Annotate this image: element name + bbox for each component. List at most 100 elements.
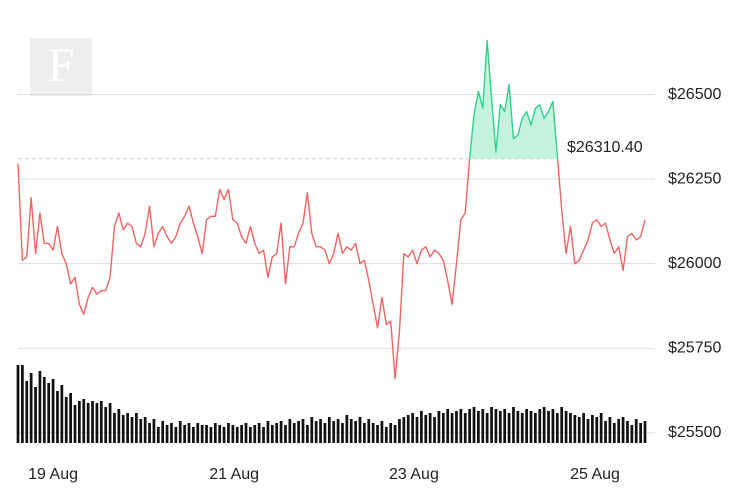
volume-bar — [341, 423, 344, 443]
volume-bar — [428, 413, 432, 443]
volume-bar — [95, 403, 99, 443]
volume-bar — [336, 419, 340, 443]
logo-box — [30, 38, 92, 96]
volume-bar — [371, 423, 375, 443]
volume-bar — [555, 413, 559, 443]
volume-bar — [420, 411, 423, 443]
volume-bar — [525, 409, 528, 443]
volume-bar — [586, 419, 590, 443]
volume-bar — [21, 365, 24, 443]
volume-bar — [16, 365, 20, 443]
volume-bar — [38, 371, 42, 443]
volume-bar — [222, 427, 226, 443]
x-tick-label: 19 Aug — [28, 466, 78, 483]
volume-bar — [187, 423, 191, 443]
volume-bar — [292, 423, 296, 443]
volume-bar — [192, 427, 195, 443]
volume-bar — [595, 417, 599, 443]
volume-bar — [332, 421, 336, 443]
volume-bar — [99, 401, 103, 443]
volume-bar — [314, 421, 318, 443]
volume-bar — [547, 411, 550, 443]
volume-bar — [477, 411, 480, 443]
volume-bar — [393, 425, 397, 443]
volume-bar — [591, 415, 594, 443]
volume-bar — [47, 383, 51, 443]
volume-bar — [529, 411, 533, 443]
volume-bar — [349, 419, 353, 443]
volume-bar — [415, 417, 419, 443]
volume-bar — [463, 413, 467, 443]
volume-bar — [205, 425, 208, 443]
volume-bar — [218, 425, 222, 443]
y-tick-label: $25750 — [668, 339, 721, 356]
volume-bar — [78, 401, 81, 443]
volume-bar — [468, 409, 471, 443]
volume-bar — [507, 413, 511, 443]
volume-bar — [73, 405, 77, 443]
volume-bar — [498, 411, 502, 443]
volume-bar — [490, 407, 493, 443]
volume-bar — [253, 425, 257, 443]
volume-bar — [455, 411, 458, 443]
volume-bar — [599, 413, 603, 443]
volume-bar — [56, 391, 59, 443]
volume-bar — [376, 425, 379, 443]
volume-bar — [459, 409, 463, 443]
volume-bar — [29, 373, 33, 443]
y-tick-label: $26000 — [668, 255, 721, 272]
volume-bar — [345, 415, 349, 443]
volume-bar — [621, 417, 625, 443]
volume-bar — [516, 411, 520, 443]
volume-bar — [213, 423, 217, 443]
volume-bar — [284, 425, 287, 443]
volume-bar — [310, 417, 314, 443]
volume-bar — [178, 421, 182, 443]
volume-bar — [306, 425, 309, 443]
volume-bar — [433, 417, 436, 443]
volume-bar — [257, 423, 261, 443]
volume-bar — [34, 387, 37, 443]
volume-bar — [538, 409, 542, 443]
volume-bar — [143, 417, 147, 443]
volume-bar — [279, 421, 283, 443]
volume-bar — [288, 419, 292, 443]
volume-bar — [156, 427, 160, 443]
volume-bar — [503, 409, 507, 443]
volume-bar — [398, 419, 401, 443]
y-tick-label: $26250 — [668, 170, 721, 187]
volume-bar — [441, 413, 445, 443]
volume-bar — [249, 427, 252, 443]
volume-bar — [235, 427, 239, 443]
y-tick-label: $26500 — [668, 86, 721, 103]
volume-bar — [367, 419, 371, 443]
volume-bar — [262, 427, 265, 443]
volume-bar — [534, 413, 537, 443]
x-tick-label: 25 Aug — [570, 466, 620, 483]
volume-bar — [604, 421, 607, 443]
volume-bar — [569, 413, 572, 443]
volume-bar — [183, 425, 186, 443]
volume-bar — [542, 407, 546, 443]
volume-bar — [406, 415, 410, 443]
volume-bar — [60, 385, 64, 443]
volume-bar — [582, 413, 585, 443]
volume-bar — [437, 411, 441, 443]
volume-bar — [86, 403, 90, 443]
volume-bar — [266, 421, 270, 443]
volume-bar — [270, 425, 274, 443]
volume-bar — [51, 379, 55, 443]
volume-bar — [165, 425, 169, 443]
volume-bar — [512, 407, 515, 443]
volume-bar — [402, 417, 406, 443]
volume-bar — [126, 413, 129, 443]
volume-bar — [25, 381, 29, 443]
volume-bar — [297, 421, 300, 443]
volume-bar — [174, 427, 178, 443]
volume-bar — [323, 423, 327, 443]
volume-bar — [384, 427, 388, 443]
volume-bar — [450, 413, 454, 443]
volume-bar — [244, 423, 248, 443]
volume-bar — [520, 413, 524, 443]
volume-bar — [472, 407, 476, 443]
